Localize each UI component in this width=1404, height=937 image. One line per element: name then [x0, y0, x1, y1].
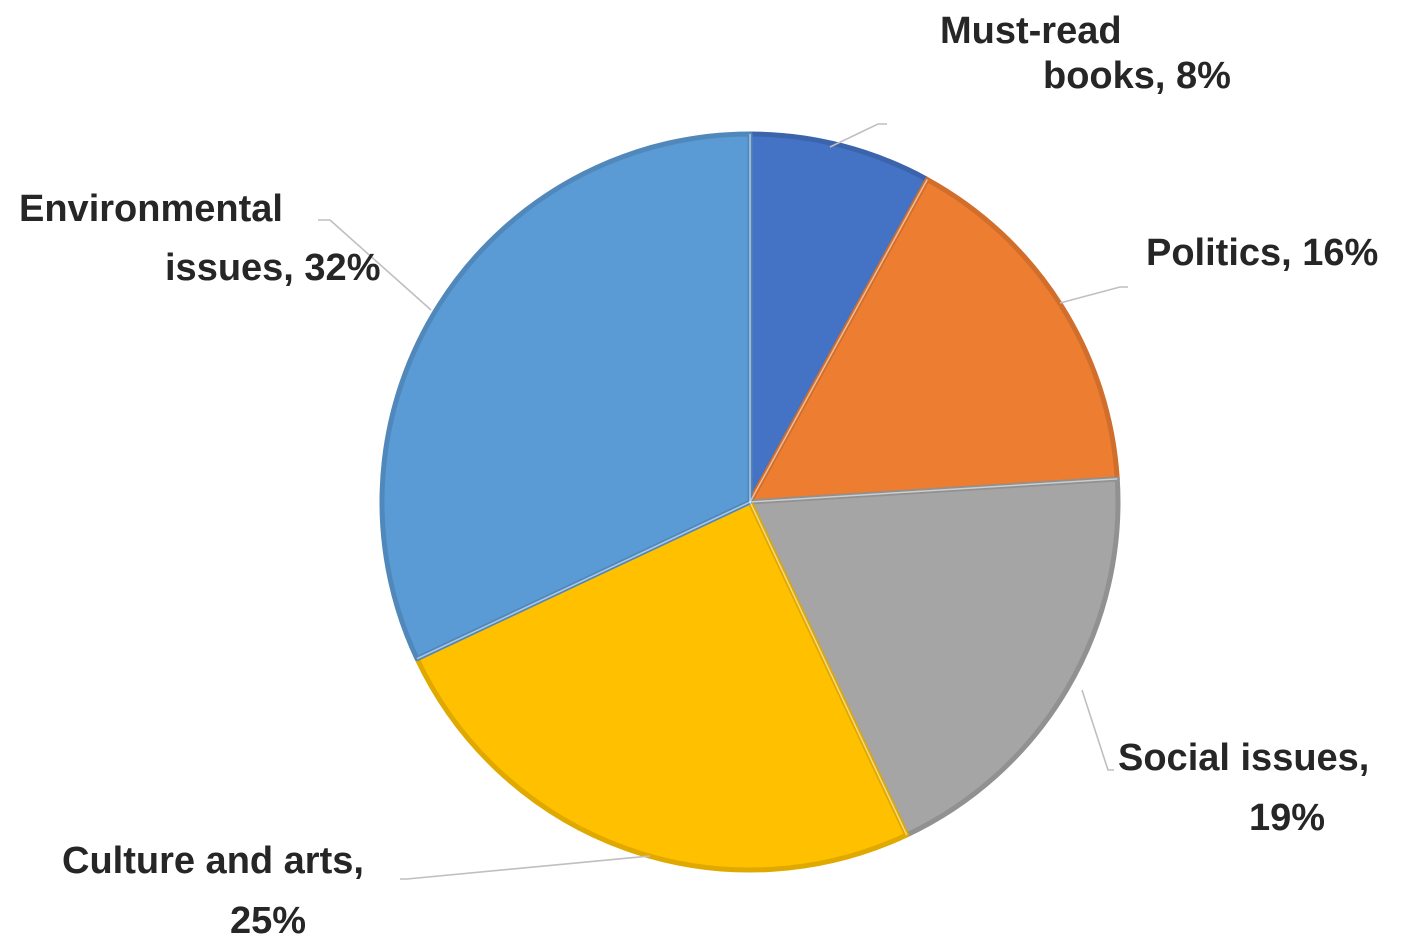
data-label-social-issues-line-2: 19% [1249, 797, 1325, 839]
leader-line-must-read-books [830, 124, 887, 147]
data-label-must-read-books-line-2: books, 8% [1043, 55, 1231, 97]
leader-line-social-issues [1082, 690, 1114, 770]
data-label-social-issues: Social issues, 19% [1118, 737, 1369, 839]
data-label-social-issues-line-1: Social issues, [1118, 737, 1369, 779]
data-label-culture-and-arts-line-2: 25% [230, 900, 306, 937]
data-label-politics: Politics, 16% [1146, 232, 1378, 274]
pie-slices [382, 134, 1118, 870]
data-label-environmental-issues-line-2: issues, 32% [165, 247, 380, 289]
data-label-environmental-issues: Environmental issues, 32% [19, 188, 380, 289]
data-label-culture-and-arts: Culture and arts, 25% [62, 840, 364, 937]
data-label-must-read-books-line-1: Must-read [940, 10, 1122, 52]
data-label-politics-line-1: Politics, 16% [1146, 232, 1378, 274]
data-label-environmental-issues-line-1: Environmental [19, 188, 283, 230]
leader-line-culture-and-arts [400, 856, 650, 879]
leader-line-politics [1060, 287, 1128, 303]
data-label-culture-and-arts-line-1: Culture and arts, [62, 840, 364, 882]
